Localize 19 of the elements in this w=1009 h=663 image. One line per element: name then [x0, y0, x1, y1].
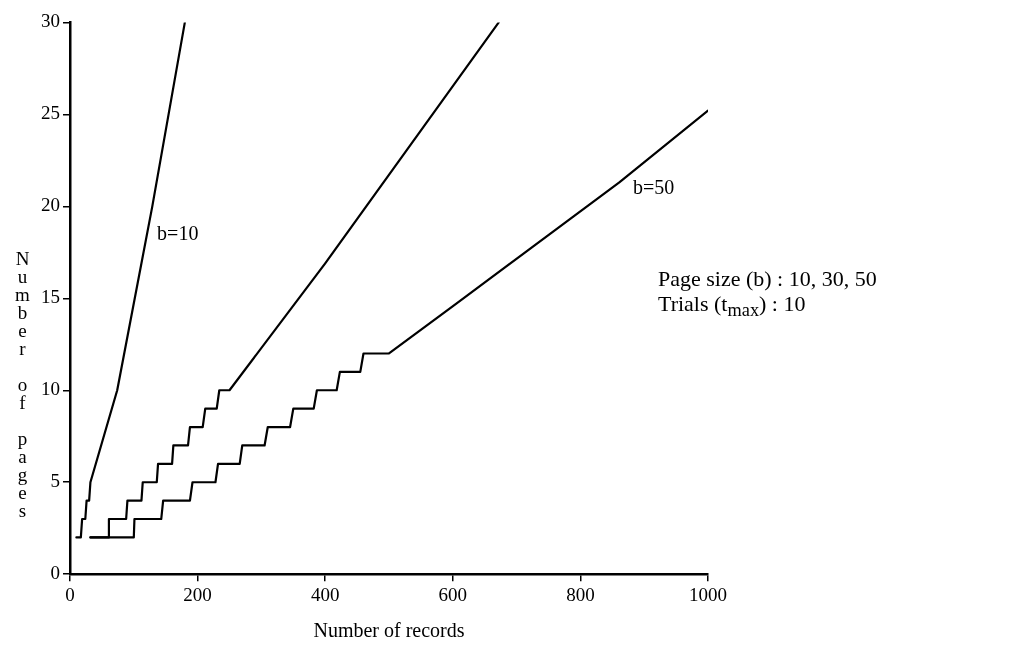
annotation: Trials (t$_{max}$) : 10 — [658, 291, 807, 323]
x-tick-label: 400 — [310, 583, 340, 605]
x-axis-title: Number of records — [313, 619, 465, 642]
x-tick-label: 0 — [65, 583, 75, 605]
annotation: b=10 — [157, 221, 199, 244]
y-tick-label: 10 — [41, 378, 60, 400]
annotation: b=50 — [633, 175, 675, 198]
y-tick-label: 25 — [41, 102, 60, 124]
x-tick-label: 1000 — [689, 583, 727, 605]
y-axis-title: Number of pages — [12, 248, 33, 518]
y-tick-label: 20 — [41, 194, 60, 216]
x-tick-label: 800 — [566, 583, 595, 605]
x-tick-label: 600 — [438, 583, 468, 605]
y-tick-label: 0 — [50, 562, 60, 584]
x-tick-label: 200 — [183, 583, 212, 605]
y-tick-label: 5 — [50, 470, 60, 492]
y-tick-label: 15 — [41, 286, 60, 308]
annotation: Page size (b) : 10, 30, 50 — [658, 266, 877, 291]
y-tick-label: 30 — [41, 10, 60, 32]
